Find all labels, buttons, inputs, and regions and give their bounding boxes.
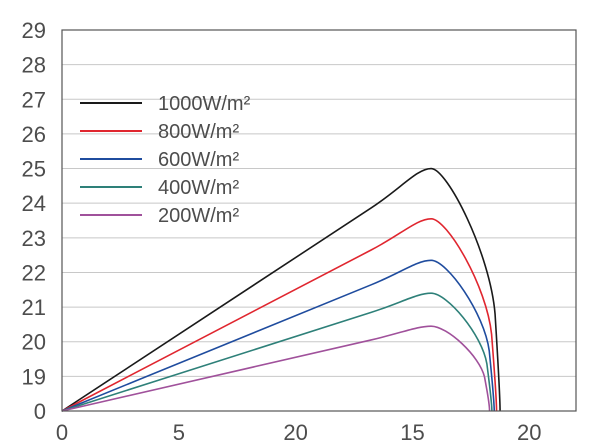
legend-label: 800W/m²: [158, 121, 239, 143]
x-tick-label: 5: [173, 420, 185, 443]
y-tick-label: 19: [22, 364, 46, 389]
x-tick-label: 15: [400, 420, 424, 443]
plot-frame: [61, 29, 577, 412]
legend-label: 200W/m²: [158, 205, 239, 227]
series-lines: [61, 167, 501, 412]
y-tick-label: 27: [22, 87, 46, 112]
series-line-0: [61, 167, 501, 412]
series-line-1: [61, 217, 498, 412]
legend: 1000W/m² 800W/m² 600W/m² 400W/m² 200W/m²: [80, 93, 251, 227]
y-tick-label: 26: [22, 122, 46, 147]
y-tick-label: 22: [22, 260, 46, 285]
legend-label: 1000W/m²: [158, 93, 251, 115]
y-tick-label: 24: [22, 191, 46, 216]
series-line-3: [61, 292, 493, 412]
series-line-4: [61, 325, 491, 412]
y-tick-label: 20: [22, 330, 46, 355]
y-tick-label: 28: [22, 53, 46, 78]
x-tick-label: 20: [517, 420, 541, 443]
y-tick-label: 23: [22, 226, 46, 251]
y-axis-ticks: 0 19 20 21 22 23 24 25 26 27 28 29: [22, 18, 46, 424]
y-tick-label: 0: [34, 399, 46, 424]
y-tick-label: 21: [22, 295, 46, 320]
grid: [62, 64, 576, 377]
series-line-2: [61, 259, 496, 412]
x-axis-ticks: 0 5 20 15 20: [56, 420, 542, 443]
y-tick-label: 25: [22, 157, 46, 182]
x-tick-label: 20: [283, 420, 307, 443]
y-tick-label: 29: [22, 18, 46, 43]
x-tick-label: 0: [56, 420, 68, 443]
legend-label: 400W/m²: [158, 177, 239, 199]
legend-label: 600W/m²: [158, 149, 239, 171]
